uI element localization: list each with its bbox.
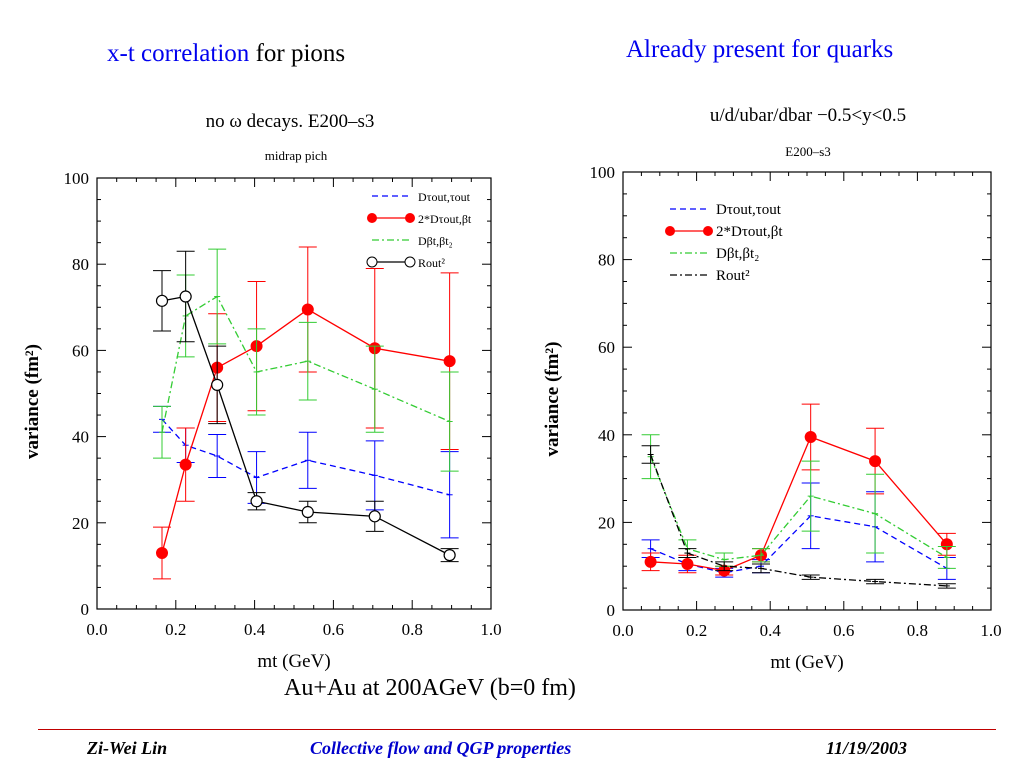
- legend-marker: [665, 226, 675, 236]
- data-point: [681, 558, 694, 571]
- y-tick-label: 40: [72, 428, 89, 447]
- heading-right: Already present for quarks: [626, 36, 894, 63]
- legend: Dτout,τout 2*Dτout,βt Dβt,βt₂ Rout²: [665, 202, 783, 284]
- y-tick-label: 0: [607, 601, 616, 620]
- y-tick-label: 100: [590, 163, 616, 182]
- legend-marker: [404, 256, 416, 268]
- x-axis-label: mt (GeV): [257, 651, 330, 672]
- x-tick-label: 0.2: [686, 621, 707, 640]
- x-tick-label: 0.6: [323, 620, 344, 639]
- series-line-black: [649, 454, 947, 587]
- series-line-green: [161, 295, 450, 433]
- data-point: [443, 549, 456, 562]
- footer-title: Collective flow and QGP properties: [310, 738, 572, 758]
- legend-marker: [703, 226, 713, 236]
- y-tick-label: 80: [72, 255, 89, 274]
- y-tick-label: 20: [72, 514, 89, 533]
- series-line-green: [649, 456, 948, 561]
- legend-label-green: Dβt,βt₂: [716, 246, 759, 262]
- x-tick-label: 0.6: [833, 621, 854, 640]
- legend-marker: [366, 256, 378, 268]
- chart-title: u/d/ubar/dbar −0.5<y<0.5: [710, 105, 906, 126]
- x-tick-label: 0.8: [402, 620, 423, 639]
- data-point: [179, 290, 192, 303]
- series-black: [641, 445, 956, 589]
- x-tick-label: 1.0: [480, 620, 501, 639]
- legend-label-blue: Dτout,τout: [716, 202, 782, 218]
- legend: Dτout,τout 2*Dτout,βt Dβt,βt₂ Rout²: [366, 190, 472, 270]
- collision-subtitle: Au+Au at 200AGeV (b=0 fm): [284, 675, 576, 701]
- data-point: [211, 378, 224, 391]
- y-tick-label: 40: [598, 426, 615, 445]
- x-axis-label: mt (GeV): [770, 652, 843, 673]
- data-point: [156, 546, 169, 559]
- series-red: [641, 403, 956, 577]
- legend-label-red: 2*Dτout,βt: [418, 212, 472, 226]
- series-green: [153, 248, 459, 472]
- x-tick-label: 0.0: [86, 620, 107, 639]
- footer-divider: [38, 729, 996, 730]
- series-red: [153, 246, 459, 580]
- y-axis-label: variance (fm²): [542, 342, 563, 457]
- y-tick-label: 100: [64, 169, 90, 188]
- legend-marker: [367, 213, 377, 223]
- x-tick-label: 0.0: [612, 621, 633, 640]
- data-point: [368, 510, 381, 523]
- chart-subtitle: E200–s3: [785, 144, 831, 159]
- heading-left-blue: x-t correlation: [107, 40, 250, 67]
- y-tick-label: 20: [598, 513, 615, 532]
- data-point: [644, 555, 657, 568]
- y-tick-label: 60: [72, 341, 89, 360]
- data-point: [443, 355, 456, 368]
- data-point: [155, 294, 169, 307]
- x-tick-label: 0.4: [760, 621, 782, 640]
- series-blue: [153, 405, 459, 539]
- series-line-blue: [161, 418, 450, 496]
- data-point: [301, 505, 314, 519]
- data-point: [804, 430, 817, 443]
- data-point: [869, 455, 882, 468]
- legend-label-black: Rout²: [716, 268, 750, 284]
- x-tick-label: 0.8: [907, 621, 928, 640]
- legend-label-black: Rout²: [418, 256, 445, 270]
- heading-left: x-t correlation for pions: [107, 40, 345, 68]
- legend-label-green: Dβt,βt₂: [418, 234, 453, 248]
- series-line-blue: [650, 515, 948, 574]
- x-tick-label: 1.0: [980, 621, 1001, 640]
- heading-left-black: for pions: [249, 40, 346, 67]
- footer-author: Zi-Wei Lin: [87, 738, 168, 758]
- data-point: [250, 495, 263, 508]
- data-point: [179, 458, 192, 471]
- legend-marker: [405, 213, 415, 223]
- x-tick-label: 0.4: [244, 620, 266, 639]
- chart-1: no ω decays. E200–s3 midrap pich 0.0 0.2 0.4…: [22, 111, 502, 672]
- chart-title: no ω decays. E200–s3: [206, 111, 375, 132]
- y-tick-label: 60: [598, 338, 615, 357]
- legend-label-red: 2*Dτout,βt: [716, 224, 783, 240]
- chart-2: u/d/ubar/dbar −0.5<y<0.5 E200–s3 0.0 0.2 0.4…: [542, 105, 1002, 673]
- data-point: [301, 303, 314, 316]
- y-axis-label: variance (fm²): [22, 344, 43, 459]
- plot-frame: [622, 171, 992, 611]
- legend-label-blue: Dτout,τout: [418, 190, 471, 204]
- series-black: [153, 250, 459, 563]
- chart-subtitle: midrap pich: [265, 148, 328, 163]
- footer-date: 11/19/2003: [826, 738, 908, 758]
- y-tick-label: 0: [81, 600, 90, 619]
- y-tick-label: 80: [598, 251, 615, 270]
- x-tick-label: 0.2: [165, 620, 186, 639]
